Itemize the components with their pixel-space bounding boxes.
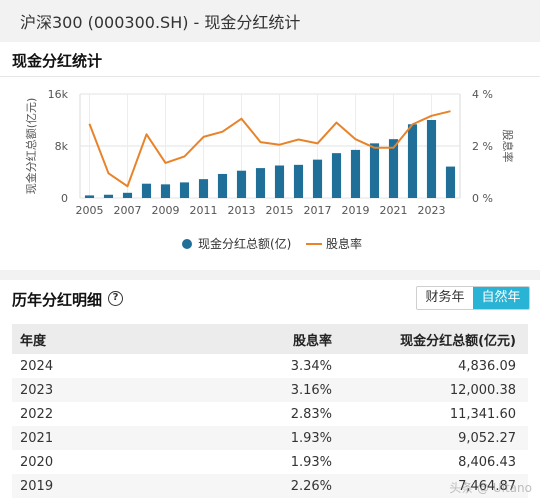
bar bbox=[122, 192, 133, 198]
table-header-row: 年度 股息率 现金分红总额(亿元) bbox=[12, 324, 528, 354]
cell-amount: 11,341.60 bbox=[449, 406, 516, 422]
bar bbox=[217, 173, 228, 198]
x-tick-label: 2013 bbox=[228, 204, 256, 217]
title-bar: 沪深300 (000300.SH) - 现金分红统计 bbox=[0, 0, 540, 40]
bar bbox=[274, 165, 285, 198]
cell-year: 2022 bbox=[20, 406, 54, 422]
bar bbox=[388, 139, 399, 198]
table-row: 2021 1.93% 9,052.27 bbox=[12, 426, 528, 450]
y-right-tick-label: 0 % bbox=[472, 192, 493, 205]
y-left-tick-label: 0 bbox=[61, 192, 68, 205]
year-type-toggle: 财务年 自然年 bbox=[416, 286, 530, 310]
cell-amount: 7,464.87 bbox=[458, 478, 516, 494]
cell-year: 2024 bbox=[20, 358, 54, 374]
bar bbox=[407, 124, 418, 198]
table-row: 2020 1.93% 8,406.43 bbox=[12, 450, 528, 474]
cell-amount: 8,406.43 bbox=[458, 454, 516, 470]
yield-line bbox=[88, 110, 451, 188]
cell-year: 2019 bbox=[20, 478, 54, 494]
bar bbox=[179, 182, 190, 198]
cell-yield: 1.93% bbox=[290, 454, 332, 470]
legend-bar-label: 现金分红总额(亿) bbox=[198, 236, 291, 251]
dividend-chart: 0 0 % 8k 2 % 16k 4 % 2005 2007 2009 2011 2013 2015 2… bbox=[24, 88, 515, 251]
x-tick-label: 2009 bbox=[152, 204, 180, 217]
x-tick-label: 2023 bbox=[418, 204, 446, 217]
bar bbox=[312, 159, 323, 198]
cell-amount: 9,052.27 bbox=[458, 430, 516, 446]
cell-year: 2020 bbox=[20, 454, 54, 470]
table-row: 2019 2.26% 7,464.87 bbox=[12, 474, 528, 498]
bar bbox=[198, 179, 209, 198]
help-icon[interactable]: ? bbox=[108, 291, 123, 306]
x-tick-label: 2015 bbox=[266, 204, 294, 217]
cell-yield: 2.83% bbox=[290, 406, 332, 422]
table-row: 2023 3.16% 12,000.38 bbox=[12, 378, 528, 402]
legend-bar-marker bbox=[182, 239, 192, 249]
cell-year: 2023 bbox=[20, 382, 54, 398]
calendar-year-tab[interactable]: 自然年 bbox=[473, 287, 529, 309]
col-amount-header: 现金分红总额(亿元) bbox=[400, 333, 516, 349]
dividend-table-card: 历年分红明细 ? 财务年 自然年 年度 股息率 现金分红总额(亿元) 2024 … bbox=[0, 280, 540, 500]
cell-year: 2021 bbox=[20, 430, 54, 446]
bar bbox=[160, 184, 171, 198]
table-heading: 历年分红明细 bbox=[12, 291, 103, 309]
x-tick-label: 2021 bbox=[380, 204, 408, 217]
fiscal-year-tab[interactable]: 财务年 bbox=[417, 287, 473, 309]
bar bbox=[236, 170, 247, 198]
cell-yield: 1.93% bbox=[290, 430, 332, 446]
bar bbox=[331, 153, 342, 198]
watermark: 头条 @ Ultano bbox=[449, 481, 532, 495]
cell-amount: 4,836.09 bbox=[458, 358, 516, 374]
y-left-tick-label: 16k bbox=[48, 88, 69, 101]
dividend-table: 年度 股息率 现金分红总额(亿元) 2024 3.34% 4,836.09 20… bbox=[12, 324, 528, 498]
dividend-chart-card: 现金分红统计 0 0 % 8k 2 % 16k 4 % 2005 2007 2009 2011 20… bbox=[0, 42, 540, 270]
legend-line-label: 股息率 bbox=[326, 236, 362, 251]
bar bbox=[350, 149, 361, 198]
page-title: 沪深300 (000300.SH) - 现金分红统计 bbox=[20, 13, 301, 32]
y-right-tick-label: 2 % bbox=[472, 140, 493, 153]
col-yield-header: 股息率 bbox=[292, 333, 332, 349]
y-right-tick-label: 4 % bbox=[472, 88, 493, 101]
bar bbox=[84, 195, 95, 198]
table-row: 2022 2.83% 11,341.60 bbox=[12, 402, 528, 426]
divider bbox=[0, 76, 540, 77]
y-left-axis-title: 现金分红总额(亿元) bbox=[24, 98, 38, 195]
x-tick-label: 2005 bbox=[76, 204, 104, 217]
chart-heading: 现金分红统计 bbox=[12, 52, 103, 70]
y-left-tick-label: 8k bbox=[55, 140, 69, 153]
bar bbox=[445, 166, 456, 198]
bar bbox=[369, 143, 380, 198]
x-tick-label: 2019 bbox=[342, 204, 370, 217]
cell-yield: 2.26% bbox=[290, 478, 332, 494]
y-right-axis-title: 股息率 bbox=[501, 130, 515, 163]
table-row: 2024 3.34% 4,836.09 bbox=[12, 354, 528, 378]
cell-yield: 3.16% bbox=[290, 382, 332, 398]
cell-amount: 12,000.38 bbox=[449, 382, 516, 398]
bar bbox=[255, 168, 266, 198]
cell-yield: 3.34% bbox=[290, 358, 332, 374]
bar bbox=[141, 183, 152, 198]
bar bbox=[426, 119, 437, 198]
bar bbox=[293, 164, 304, 198]
x-tick-label: 2007 bbox=[114, 204, 142, 217]
x-tick-label: 2017 bbox=[304, 204, 332, 217]
bar bbox=[103, 194, 114, 198]
x-tick-label: 2011 bbox=[190, 204, 218, 217]
col-year-header: 年度 bbox=[20, 333, 47, 349]
